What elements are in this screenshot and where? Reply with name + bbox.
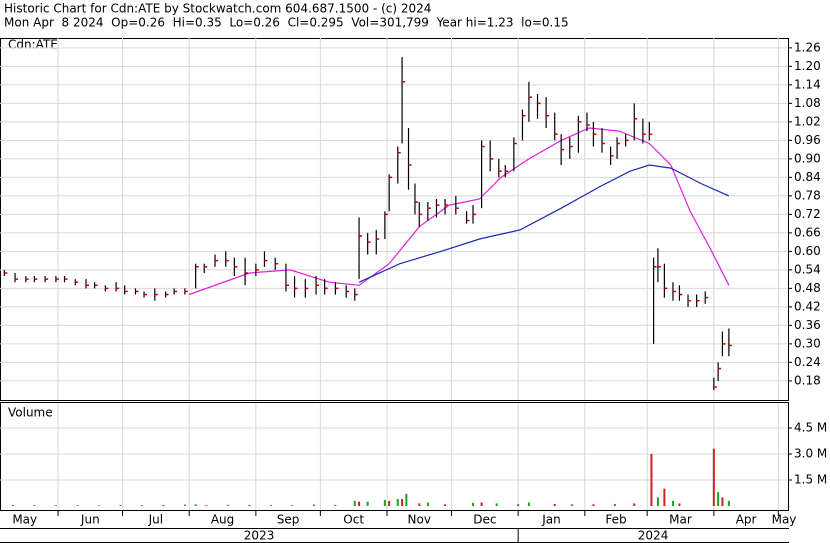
volume-panel: [0, 402, 789, 511]
y-tick-label: 0.78: [794, 188, 821, 202]
y-tick-label: 4.5 M: [794, 420, 827, 434]
volume-bar: [426, 502, 429, 506]
y-tick-label: 1.08: [794, 96, 821, 110]
volume-bar: [140, 505, 143, 506]
symbol-label: Cdn:ATE: [8, 38, 58, 52]
x-tick-label: May: [12, 513, 37, 527]
y-tick-label: 0.54: [794, 262, 821, 276]
price-panel: [0, 38, 789, 401]
chart-title: Historic Chart for Cdn:ATE by Stockwatch…: [4, 2, 431, 16]
volume-bar: [383, 499, 386, 506]
volume-title: Volume: [8, 406, 53, 420]
y-tick-label: 0.36: [794, 318, 821, 332]
volume-bar: [553, 503, 556, 506]
y-tick-label: 0.24: [794, 355, 821, 369]
volume-bar: [663, 488, 666, 506]
x-tick-label: Jul: [148, 513, 163, 527]
volume-bar: [480, 502, 483, 506]
volume-bar: [291, 505, 294, 506]
volume-bar: [671, 500, 674, 506]
volume-bar: [613, 503, 616, 506]
x-tick-label: Dec: [473, 513, 496, 527]
volume-bar: [444, 504, 447, 506]
volume-bar: [334, 504, 337, 506]
x-tick-label: Jun: [80, 513, 100, 527]
x-tick-label: Aug: [211, 513, 234, 527]
y-tick-label: 1.14: [794, 77, 821, 91]
volume-bar: [353, 500, 356, 506]
volume-bar: [183, 504, 186, 506]
volume-bar: [396, 499, 399, 506]
moving-average: [188, 127, 730, 296]
volume-bar: [717, 492, 720, 506]
volume-bar: [401, 499, 404, 506]
volume-bar: [570, 504, 573, 506]
volume-bar: [366, 501, 369, 506]
moving-average: [358, 164, 730, 283]
volume-bar: [119, 505, 122, 506]
x-tick-label: Sep: [277, 513, 300, 527]
volume-bar: [312, 504, 315, 506]
volume-bar: [418, 503, 421, 506]
volume-bar: [650, 453, 653, 506]
y-tick-label: 1.02: [794, 114, 821, 128]
chart-subtitle: Mon Apr 8 2024 Op=0.26 Hi=0.35 Lo=0.26 C…: [4, 16, 569, 30]
volume-bar: [472, 502, 475, 506]
y-tick-label: 3.0 M: [794, 446, 827, 460]
volume-bar: [11, 504, 14, 506]
volume-bar: [727, 500, 730, 506]
x-tick-label: May: [772, 513, 797, 527]
volume-bar: [592, 504, 595, 506]
volume-bar: [248, 504, 251, 506]
volume-bar: [495, 503, 498, 506]
volume-bar: [226, 504, 229, 506]
volume-bar: [527, 502, 530, 506]
volume-bar: [517, 504, 520, 506]
y-tick-label: 0.60: [794, 244, 821, 258]
volume-bar: [656, 497, 659, 506]
year-label: 2023: [244, 529, 275, 543]
volume-bar: [76, 505, 79, 506]
x-tick-label: Mar: [669, 513, 692, 527]
volume-bar: [678, 503, 681, 506]
y-tick-label: 0.72: [794, 207, 821, 221]
volume-bar: [721, 497, 724, 506]
y-tick-label: 1.20: [794, 59, 821, 73]
y-tick-label: 0.18: [794, 373, 821, 387]
x-tick-label: Oct: [343, 513, 364, 527]
volume-bar: [33, 505, 36, 506]
volume-bar: [205, 505, 208, 506]
y-tick-label: 0.48: [794, 281, 821, 295]
volume-bar: [162, 504, 165, 506]
volume-bar: [388, 500, 391, 506]
volume-bar: [712, 448, 715, 506]
y-tick-label: 0.30: [794, 336, 821, 350]
year-label: 2024: [638, 529, 669, 543]
y-tick-label: 0.66: [794, 225, 821, 239]
volume-bar: [358, 501, 361, 506]
volume-bar: [269, 504, 272, 506]
x-tick-label: Apr: [736, 513, 757, 527]
volume-bar: [405, 493, 408, 506]
x-tick-label: Jan: [541, 513, 561, 527]
volume-bar: [54, 505, 57, 506]
y-tick-label: 1.5 M: [794, 472, 827, 486]
y-tick-label: 0.84: [794, 170, 821, 184]
y-tick-label: 1.26: [794, 40, 821, 54]
y-tick-label: 0.90: [794, 151, 821, 165]
volume-bar: [97, 505, 100, 506]
volume-bar: [194, 504, 197, 506]
volume-bar: [633, 503, 636, 506]
x-tick-label: Feb: [605, 513, 626, 527]
y-tick-label: 0.96: [794, 133, 821, 147]
x-tick-label: Nov: [408, 513, 431, 527]
y-tick-label: 0.42: [794, 299, 821, 313]
